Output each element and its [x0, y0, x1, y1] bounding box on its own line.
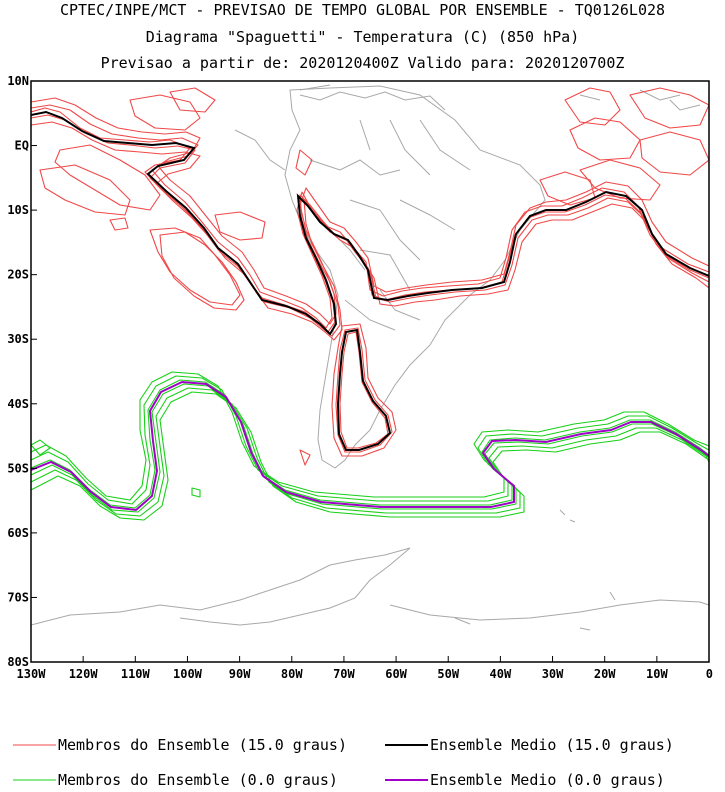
member-15-contour [149, 227, 241, 306]
lat-tick-label: 30S [7, 332, 29, 346]
member-15-contour [295, 149, 313, 176]
lat-tick-label: 50S [7, 461, 29, 475]
longitude-axis: 130W 120W 110W 100W 90W 80W 70W 60W 50W 40W 30W 20W… [17, 656, 713, 681]
member-0-contour [31, 383, 709, 513]
member-15-contour [335, 327, 393, 453]
title-line-3: Previsao a partir de: 2020120400Z Valido… [100, 54, 625, 72]
mean-15-deg [31, 110, 709, 336]
member-0-contour [191, 487, 201, 498]
lon-tick-label: 20W [594, 667, 616, 681]
lon-tick-label: 110W [121, 667, 151, 681]
legend-label: Ensemble Medio (0.0 graus) [430, 771, 665, 789]
lon-tick-label: 0 [706, 667, 713, 681]
member-15-contour [629, 87, 709, 129]
north-coast [299, 91, 446, 111]
mean-15-deg-patagonia [336, 328, 392, 451]
member-15-contour [31, 114, 709, 337]
member-15-contour [169, 87, 216, 113]
lat-tick-label: 80S [7, 655, 29, 669]
member-0-contour [31, 439, 51, 456]
coastlines [31, 84, 709, 631]
member-15-contour [109, 217, 129, 231]
legend-label: Membros do Ensemble (15.0 graus) [58, 736, 347, 754]
lon-tick-label: 80W [281, 667, 303, 681]
member-15-contour [214, 211, 266, 241]
lon-tick-label: 60W [385, 667, 407, 681]
member-15-contour [299, 449, 311, 466]
legend-item: Membros do Ensemble (15.0 graus) [13, 736, 347, 754]
member-15-contour [579, 159, 661, 201]
legend-item: Membros do Ensemble (0.0 graus) [13, 771, 338, 789]
country-borders [309, 119, 471, 331]
lat-tick-label: 10N [7, 74, 29, 88]
legend-item: Ensemble Medio (0.0 graus) [385, 771, 665, 789]
plot-frame [30, 80, 710, 663]
member-15-contour [159, 231, 245, 311]
member-15-contour [331, 323, 397, 457]
member-0-contour [31, 379, 709, 509]
central-america [234, 129, 286, 171]
member-15-contour [31, 121, 709, 341]
lat-tick-label: 40S [7, 397, 29, 411]
member-15-contour [31, 104, 709, 329]
member-0-contour [31, 371, 709, 501]
lat-tick-label: 10S [7, 203, 29, 217]
lon-tick-label: 30W [542, 667, 564, 681]
antarctic-islands [454, 509, 616, 631]
lon-tick-label: 130W [17, 667, 47, 681]
member-15-contour [54, 144, 161, 211]
lat-tick-label: 60S [7, 526, 29, 540]
map-plot-area [31, 84, 709, 631]
member-15-contour [31, 107, 709, 333]
member-15-contour [639, 131, 709, 176]
lon-tick-label: 120W [69, 667, 99, 681]
title-line-2: Diagrama "Spaguetti" - Temperatura (C) (… [145, 28, 580, 46]
legend-label: Membros do Ensemble (0.0 graus) [58, 771, 338, 789]
member-15-contour [339, 331, 389, 449]
member-15-contour [129, 94, 201, 131]
member-0-contour [31, 387, 709, 517]
mean-0-deg [31, 380, 709, 512]
lon-tick-label: 90W [229, 667, 251, 681]
legend-label: Ensemble Medio (15.0 graus) [430, 736, 674, 754]
member-15-contour [39, 164, 131, 216]
members-0-deg [31, 371, 709, 521]
member-0-contour [31, 375, 709, 505]
lat-tick-label: 70S [7, 590, 29, 604]
antarctica-coast [31, 547, 709, 626]
lat-tick-label: EQ [15, 139, 29, 153]
legend-item: Ensemble Medio (15.0 graus) [385, 736, 674, 754]
latitude-axis: 10N EQ 10S 20S 30S 40S 50S 60S 70S 80S [7, 74, 37, 669]
caribbean [299, 84, 701, 111]
lon-tick-label: 70W [333, 667, 355, 681]
member-15-contour [31, 97, 709, 325]
lon-tick-label: 50W [437, 667, 459, 681]
legend: Membros do Ensemble (15.0 graus) Ensemble… [13, 736, 674, 789]
member-0-contour [31, 391, 709, 521]
member-15-contour [539, 171, 596, 206]
member-15-contour [564, 87, 621, 126]
title-line-1: CPTEC/INPE/MCT - PREVISAO DE TEMPO GLOBA… [59, 1, 666, 19]
lon-tick-label: 10W [646, 667, 668, 681]
member-15-contour [569, 117, 641, 161]
lon-tick-label: 40W [490, 667, 512, 681]
lon-tick-label: 100W [173, 667, 203, 681]
lat-tick-label: 20S [7, 268, 29, 282]
